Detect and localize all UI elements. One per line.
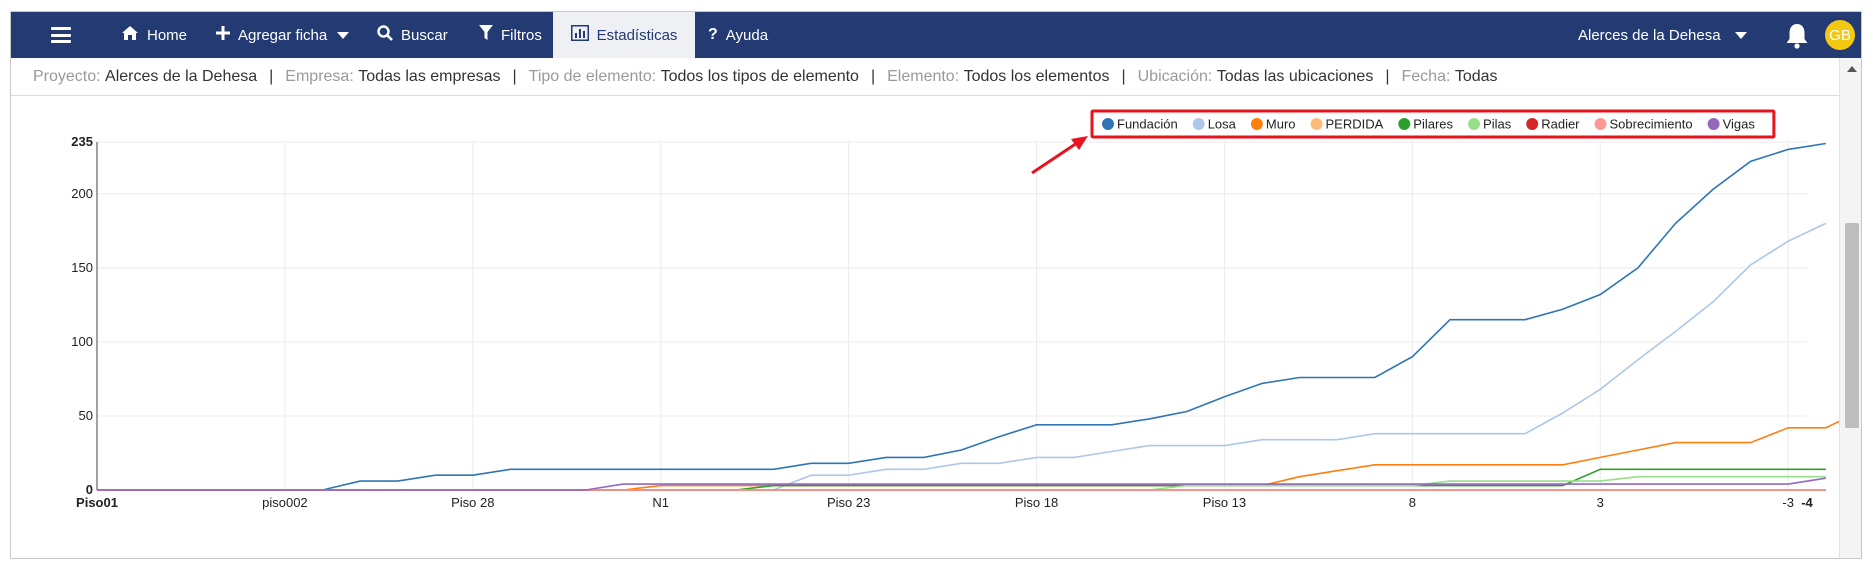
x-tick-label: Piso 28: [451, 495, 494, 510]
filter-tipo-label: Tipo de elemento:: [528, 67, 657, 85]
y-tick-label: 235: [71, 134, 93, 149]
nav-buscar-label: Buscar: [401, 26, 448, 44]
legend-marker-losa: [1192, 118, 1205, 130]
bar-chart-icon: [570, 24, 589, 46]
nav-estadisticas[interactable]: Estadísticas: [553, 12, 695, 58]
filter-icon: [479, 24, 493, 46]
bell-icon[interactable]: [1785, 23, 1809, 49]
legend-marker-radier: [1526, 118, 1539, 130]
nav-estadisticas-label: Estadísticas: [596, 26, 678, 44]
legend-marker-fundación: [1102, 118, 1114, 130]
vertical-scrollbar[interactable]: [1839, 58, 1861, 558]
filter-separator: |: [512, 67, 517, 85]
legend-marker-perdida: [1310, 118, 1323, 130]
question-icon: ?: [708, 26, 718, 43]
avatar[interactable]: GB: [1825, 20, 1855, 50]
filter-proyecto-label: Proyecto:: [33, 67, 101, 85]
legend-label-muro: Muro: [1266, 117, 1296, 132]
nav-ayuda-label: Ayuda: [725, 26, 769, 44]
legend-highlight-box: [1090, 109, 1776, 139]
filter-separator: |: [1121, 67, 1126, 85]
x-tick-label: N1: [652, 495, 669, 510]
hamburger-menu-icon[interactable]: [51, 27, 71, 43]
x-tick-label: Piso 23: [827, 495, 870, 510]
nav-buscar[interactable]: Buscar: [377, 12, 448, 58]
filter-tipo-value: Todos los tipos de elemento: [660, 67, 859, 85]
nav-filtros[interactable]: Filtros: [479, 12, 542, 58]
home-icon: [121, 25, 139, 46]
filter-ubicacion-label: Ubicación:: [1137, 67, 1213, 85]
series-line-pilares: [97, 468, 1826, 491]
top-navbar: Home Agregar ficha Buscar Filtros: [11, 12, 1861, 58]
project-selector-label: Alerces de la Dehesa: [1578, 26, 1721, 44]
filter-ubicacion-value: Todas las ubicaciones: [1216, 67, 1374, 85]
filter-separator: |: [870, 67, 876, 85]
project-selector[interactable]: Alerces de la Dehesa: [1578, 12, 1747, 58]
nav-agregar-ficha[interactable]: Agregar ficha: [216, 12, 350, 58]
caret-down-icon: [337, 31, 350, 39]
x-tick-label: piso002: [262, 495, 308, 510]
filter-elemento-label: Elemento:: [887, 67, 960, 85]
y-tick-label: 50: [79, 408, 93, 423]
nav-filtros-label: Filtros: [501, 26, 542, 44]
legend-label-losa: Losa: [1208, 117, 1237, 132]
y-tick-label: 0: [86, 482, 93, 497]
series-line-vigas: [97, 477, 1826, 491]
x-tick-label: -4: [1801, 495, 1813, 510]
x-tick-label: 3: [1597, 495, 1604, 510]
series-line-losa: [97, 222, 1827, 491]
x-tick-label: Piso01: [76, 495, 118, 510]
legend-label-fundación: Fundación: [1117, 117, 1178, 132]
filter-summary-bar: Proyecto: Alerces de la Dehesa | Empresa…: [11, 58, 1839, 96]
filter-separator: |: [1385, 67, 1390, 85]
y-tick-label: 200: [71, 186, 93, 201]
legend-label-perdida: PERDIDA: [1326, 117, 1384, 132]
filter-elemento-value: Todos los elementos: [963, 67, 1110, 85]
legend-marker-sobrecimiento: [1594, 118, 1607, 130]
legend-label-pilas: Pilas: [1483, 117, 1512, 132]
nav-home-label: Home: [147, 26, 188, 44]
legend-marker-muro: [1250, 118, 1263, 130]
legend-label-sobrecimiento: Sobrecimiento: [1610, 117, 1693, 132]
scroll-up-arrow-icon[interactable]: [1847, 66, 1857, 72]
filter-fecha-label: Fecha:: [1401, 67, 1451, 85]
legend-label-pilares: Pilares: [1413, 117, 1453, 132]
line-chart: 0 50 100 150 200 235 Piso01 piso002 Piso 28 N1 Pis…: [71, 109, 1839, 510]
filter-empresa-label: Empresa:: [285, 67, 354, 85]
x-tick-label: Piso 18: [1015, 495, 1058, 510]
filter-empresa-value: Todas las empresas: [358, 67, 501, 85]
annotation-arrow-line: [1031, 141, 1078, 175]
series-line-muro: [97, 420, 1839, 491]
x-tick-label: 8: [1409, 495, 1416, 510]
legend-marker-pilares: [1398, 118, 1411, 130]
search-icon: [377, 24, 393, 46]
legend-marker-pilas: [1468, 118, 1481, 130]
legend-label-vigas: Vigas: [1723, 117, 1756, 132]
y-tick-label: 100: [71, 334, 93, 349]
plus-icon: [216, 25, 230, 45]
filter-proyecto-value: Alerces de la Dehesa: [105, 67, 258, 85]
nav-home[interactable]: Home: [121, 12, 187, 58]
series-line-fundación: [97, 142, 1826, 491]
filter-separator: |: [269, 67, 274, 85]
app-window: Home Agregar ficha Buscar Filtros: [10, 11, 1862, 559]
y-tick-label: 150: [71, 260, 93, 275]
legend-label-radier: Radier: [1541, 117, 1580, 132]
x-tick-label: Piso 13: [1203, 495, 1246, 510]
legend-marker-vigas: [1707, 118, 1720, 130]
nav-ayuda[interactable]: ? Ayuda: [708, 12, 768, 58]
annotation-arrow-head: [1071, 136, 1088, 150]
x-tick-label: -3: [1782, 495, 1794, 510]
nav-agregar-label: Agregar ficha: [238, 26, 328, 44]
filter-fecha-value: Todas: [1454, 67, 1498, 85]
scrollbar-thumb[interactable]: [1845, 223, 1859, 428]
caret-down-icon: [1734, 31, 1747, 39]
